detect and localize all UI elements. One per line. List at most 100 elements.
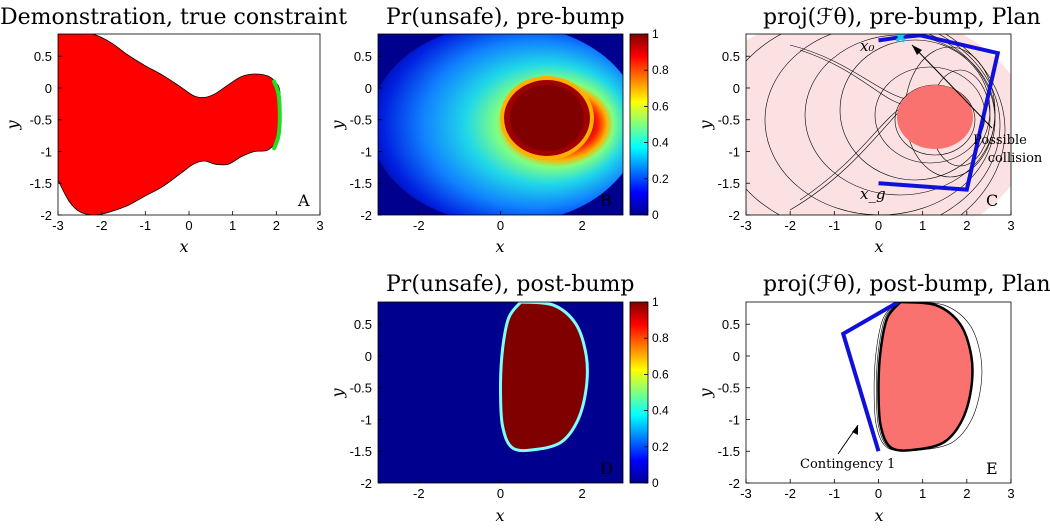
contour-line	[839, 39, 991, 181]
panel-d-ytick: 0	[365, 349, 372, 364]
panel-d-ytick: -2	[360, 476, 372, 491]
panel-c-ytick: 0.5	[722, 49, 740, 64]
panel-a-xtick: 0	[185, 218, 192, 233]
panel-e-xtick: -2	[784, 486, 796, 501]
panel-label-e: E	[986, 459, 998, 478]
colorbar-d: 1 0.8 0.6 0.4 0.2 0	[629, 295, 669, 490]
contingency-arrowhead-icon	[852, 425, 858, 435]
panel-a-ylabel: y	[3, 120, 22, 131]
panel-b-ytick: 0.5	[354, 49, 372, 64]
feasible-set-core	[897, 85, 973, 149]
colorbar-b: 1 0.8 0.6 0.4 0.2 0	[629, 27, 669, 222]
panel-label-c: C	[986, 191, 998, 210]
panel-e-ytick: -1	[728, 412, 740, 427]
panel-d-xlabel: x	[495, 506, 504, 525]
panel-a: Demonstration, true constraint -3 -2 -1 0 1 2…	[0, 5, 347, 256]
panel-label-a: A	[297, 191, 310, 210]
colorbar-tick: 0.8	[652, 63, 669, 77]
panel-c-axes: -3 -2 -1 0 1 2 30.50-0.5-1-1.5-2	[718, 33, 1015, 233]
panel-b-title: Pr(unsafe), pre-bump	[386, 5, 625, 30]
panel-b-ytick: 0	[365, 81, 372, 96]
panel-a-ytick: -1	[40, 144, 52, 159]
panel-e: proj(ℱθ), post-bump, Plan 2 -3 -2 -1 0 1 2 30.…	[696, 272, 1050, 525]
colorbar-tick: 0	[652, 208, 659, 222]
panel-b-ylabel: y	[328, 120, 347, 131]
colorbar-tick: 0.4	[652, 404, 669, 418]
annotation-x0: x₀	[860, 37, 874, 55]
panel-e-xtick: 1	[919, 486, 926, 501]
contour-line	[945, 34, 1006, 215]
panel-a-xtick: 3	[316, 218, 323, 233]
panel-b-axes: -2 0 2 0.5 0 -0.5 -1 -1.5 -2	[350, 33, 624, 233]
panel-b-xtick: 0	[497, 218, 504, 233]
panel-e-ylabel: y	[696, 388, 715, 399]
colorbar-tick: 1	[652, 295, 659, 309]
panel-d: Pr(unsafe), post-bump -2 0 2 0.5 0 -0.5 -1 -1.5…	[328, 272, 669, 525]
colorbar-tick: 0.8	[652, 331, 669, 345]
panel-e-ytick: -2	[728, 476, 740, 491]
panel-d-ytick: -0.5	[350, 381, 372, 396]
panel-label-b: B	[600, 191, 612, 210]
heatmap-pre-bump	[378, 34, 623, 215]
panel-a-ytick: 0	[45, 81, 52, 96]
panel-b-xtick: -2	[413, 218, 425, 233]
panel-e-xtick: 0	[875, 486, 882, 501]
constraint-edge	[272, 79, 282, 151]
panel-c-ytick: -2	[728, 208, 740, 223]
panel-b-ytick: -0.5	[350, 113, 372, 128]
annotation-collision: collision	[988, 151, 1043, 166]
contour-line	[746, 34, 1001, 215]
collision-arrowhead-icon	[912, 45, 922, 55]
panel-e-ytick: 0.5	[722, 317, 740, 332]
panel-b-xtick: 2	[579, 218, 586, 233]
panel-a-xtick: -1	[140, 218, 152, 233]
panel-c-xtick: 1	[919, 218, 926, 233]
panel-e-title: proj(ℱθ), post-bump, Plan 2	[763, 272, 1050, 297]
panel-c: proj(ℱθ), pre-bump, Plan 1 ✖ -3 -2 -1 0 1 2 30…	[696, 5, 1050, 256]
panel-a-ytick: -0.5	[30, 113, 52, 128]
panel-d-xtick: -2	[413, 486, 425, 501]
panel-e-ytick: 0	[733, 349, 740, 364]
panel-a-xtick: 1	[229, 218, 236, 233]
panel-c-xtick: 0	[875, 218, 882, 233]
panel-a-xlabel: x	[179, 237, 188, 256]
annotation-xg: x_g	[860, 185, 886, 203]
annotation-possible: Possible	[973, 133, 1027, 148]
panel-d-ytick: -1	[360, 412, 372, 427]
panel-d-ytick: -1.5	[350, 444, 372, 459]
colorbar-tick: 0.2	[652, 172, 669, 186]
panel-c-xtick: -1	[829, 218, 841, 233]
panel-a-ytick: 0.5	[34, 49, 52, 64]
panel-c-ytick: -1	[728, 144, 740, 159]
panel-b-xlabel: x	[495, 237, 504, 256]
panel-d-ylabel: y	[328, 388, 347, 399]
panel-d-xtick: 0	[497, 486, 504, 501]
panel-c-xtick: 3	[1007, 218, 1014, 233]
heatmap-post-bump	[378, 302, 623, 483]
colorbar-tick: 0.6	[652, 367, 669, 381]
panel-d-ytick: 0.5	[354, 317, 372, 332]
panel-b-ytick: -1	[360, 144, 372, 159]
panel-b-ytick: -1.5	[350, 176, 372, 191]
panel-e-xlabel: x	[874, 506, 883, 525]
panel-e-axes: -3 -2 -1 0 1 2 30.50-0.5-1-1.5-2	[718, 301, 1015, 501]
panel-b: Pr(unsafe), pre-bump -2 0 20.50-0.5-1-1.5-…	[328, 5, 669, 256]
panel-e-ytick: -1.5	[718, 444, 740, 459]
panel-a-xtick: -3	[52, 218, 64, 233]
panel-d-axes: -2 0 2 0.5 0 -0.5 -1 -1.5 -2	[350, 301, 624, 501]
panel-d-title: Pr(unsafe), post-bump	[386, 272, 634, 297]
panel-a-title: Demonstration, true constraint	[0, 5, 347, 30]
panel-e-xtick: -1	[829, 486, 841, 501]
panel-a-ytick: -2	[40, 208, 52, 223]
plan-1-path	[878, 34, 1001, 192]
start-marker-icon: ✖	[894, 28, 907, 47]
panel-a-axes: -3 -2 -1 0 1 2 30.50-0.5-1-1.5-2	[30, 33, 324, 233]
panel-c-ytick: 0	[733, 81, 740, 96]
panel-c-xlabel: x	[874, 237, 883, 256]
panel-c-ylabel: y	[696, 120, 715, 131]
panel-a-xtick: -2	[96, 218, 108, 233]
panel-c-xtick: -2	[784, 218, 796, 233]
plan-2-path	[840, 302, 900, 452]
panel-a-xtick: 2	[273, 218, 280, 233]
